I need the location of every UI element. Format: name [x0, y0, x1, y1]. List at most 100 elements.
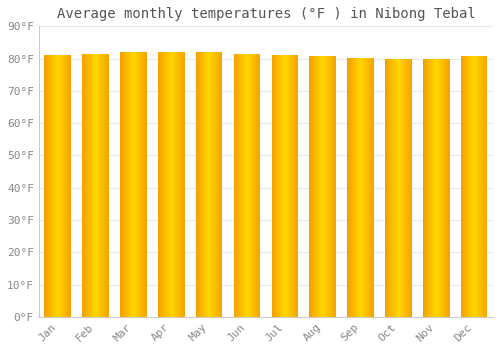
Bar	[481, 56, 482, 317]
Bar	[425, 58, 426, 317]
Bar	[235, 54, 236, 317]
Bar	[252, 54, 253, 317]
Bar	[44, 55, 45, 317]
Bar	[322, 56, 324, 317]
Bar	[90, 54, 91, 317]
Bar	[95, 54, 96, 317]
Bar	[311, 56, 312, 317]
Bar	[403, 58, 404, 317]
Bar	[462, 56, 463, 317]
Bar	[423, 58, 424, 317]
Bar	[431, 58, 432, 317]
Bar	[250, 54, 251, 317]
Bar	[240, 54, 241, 317]
Bar	[64, 55, 65, 317]
Bar	[435, 58, 436, 317]
Bar	[138, 52, 140, 317]
Bar	[404, 58, 405, 317]
Bar	[246, 54, 247, 317]
Bar	[316, 56, 318, 317]
Bar	[59, 55, 60, 317]
Bar	[318, 56, 320, 317]
Bar	[283, 55, 284, 317]
Bar	[292, 55, 293, 317]
Bar	[198, 52, 199, 317]
Bar	[350, 58, 352, 317]
Bar	[437, 58, 438, 317]
Bar	[122, 52, 123, 317]
Bar	[69, 55, 70, 317]
Bar	[288, 55, 289, 317]
Bar	[182, 52, 183, 317]
Bar	[218, 52, 219, 317]
Bar	[56, 55, 57, 317]
Bar	[82, 54, 83, 317]
Bar	[439, 58, 440, 317]
Bar	[365, 58, 366, 317]
Bar	[366, 58, 367, 317]
Bar	[83, 54, 84, 317]
Bar	[436, 58, 437, 317]
Bar	[158, 52, 184, 317]
Bar	[429, 58, 430, 317]
Bar	[472, 56, 473, 317]
Bar	[220, 52, 221, 317]
Bar	[393, 58, 394, 317]
Bar	[82, 54, 109, 317]
Bar	[108, 54, 109, 317]
Bar	[236, 54, 237, 317]
Bar	[466, 56, 467, 317]
Bar	[289, 55, 290, 317]
Bar	[310, 56, 311, 317]
Bar	[441, 58, 442, 317]
Bar	[405, 58, 406, 317]
Bar	[440, 58, 441, 317]
Bar	[209, 52, 210, 317]
Bar	[52, 55, 53, 317]
Bar	[132, 52, 133, 317]
Bar	[126, 52, 127, 317]
Bar	[312, 56, 313, 317]
Bar	[62, 55, 63, 317]
Bar	[433, 58, 434, 317]
Bar	[133, 52, 134, 317]
Bar	[86, 54, 87, 317]
Bar	[407, 58, 408, 317]
Bar	[434, 58, 435, 317]
Bar	[100, 54, 101, 317]
Bar	[474, 56, 475, 317]
Bar	[401, 58, 402, 317]
Bar	[210, 52, 211, 317]
Bar	[239, 54, 240, 317]
Bar	[207, 52, 208, 317]
Bar	[315, 56, 316, 317]
Bar	[199, 52, 200, 317]
Bar	[237, 54, 238, 317]
Bar	[67, 55, 68, 317]
Bar	[57, 55, 58, 317]
Bar	[272, 55, 298, 317]
Bar	[66, 55, 67, 317]
Bar	[313, 56, 314, 317]
Bar	[55, 55, 56, 317]
Bar	[276, 55, 277, 317]
Bar	[120, 52, 146, 317]
Bar	[166, 52, 168, 317]
Bar	[463, 56, 464, 317]
Bar	[211, 52, 212, 317]
Bar	[360, 58, 361, 317]
Bar	[320, 56, 322, 317]
Bar	[89, 54, 90, 317]
Bar	[129, 52, 130, 317]
Bar	[97, 54, 98, 317]
Bar	[482, 56, 484, 317]
Bar	[297, 55, 298, 317]
Bar	[44, 55, 71, 317]
Bar	[388, 58, 389, 317]
Bar	[251, 54, 252, 317]
Bar	[332, 56, 334, 317]
Bar	[475, 56, 476, 317]
Bar	[368, 58, 369, 317]
Bar	[124, 52, 125, 317]
Bar	[205, 52, 206, 317]
